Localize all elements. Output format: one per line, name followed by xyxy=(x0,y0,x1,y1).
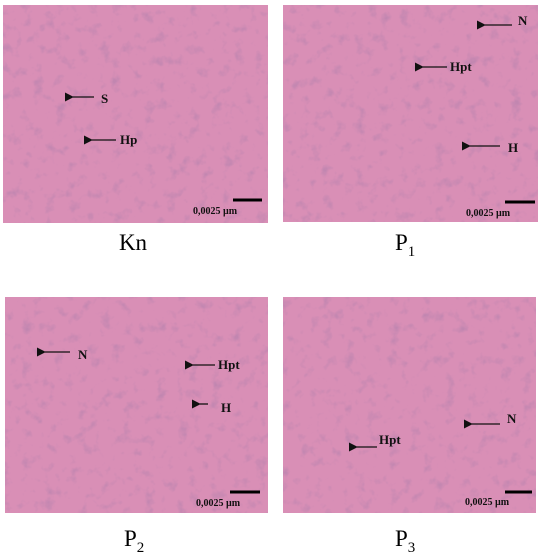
panel-label: P1 xyxy=(395,230,415,260)
scale-label: 0,0025 µm xyxy=(196,498,241,509)
scale-label: 0,0025 µm xyxy=(193,206,238,217)
scale-label: 0,0025 µm xyxy=(465,497,510,508)
annotation: Hpt xyxy=(450,59,472,74)
annotation: Hp xyxy=(120,132,137,147)
annotation: N xyxy=(507,411,517,426)
annotation: H xyxy=(508,140,518,155)
panel-label: Kn xyxy=(119,230,148,255)
scale-label: 0,0025 µm xyxy=(466,208,511,219)
annotation: N xyxy=(518,13,528,28)
annotation: S xyxy=(101,91,108,106)
annotation: H xyxy=(221,400,231,415)
panel-label: P3 xyxy=(395,526,415,553)
micrograph: S Hp 0,0025 µm xyxy=(3,5,268,223)
micrograph: N Hpt H 0,0025 µm xyxy=(283,5,538,222)
panel-label: P2 xyxy=(124,526,144,553)
micrograph: N Hpt 0,0025 µm xyxy=(283,297,536,513)
annotation: Hpt xyxy=(379,432,401,447)
annotation: N xyxy=(78,347,88,362)
annotation: Hpt xyxy=(218,357,240,372)
micrograph: N Hpt H 0,0025 µm xyxy=(5,297,268,513)
